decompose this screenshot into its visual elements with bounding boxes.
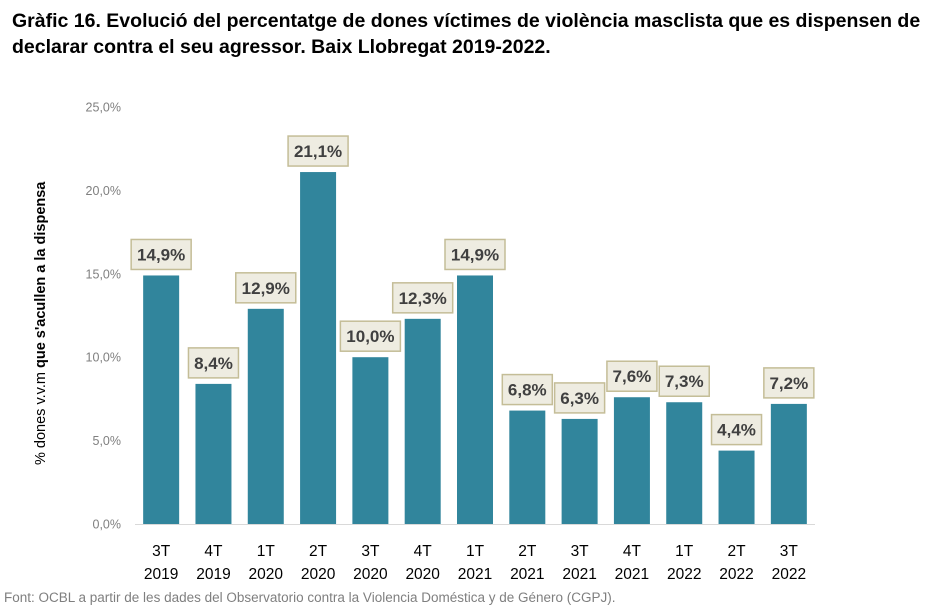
bar	[457, 275, 493, 524]
bar	[666, 402, 703, 524]
y-tick-label: 0,0%	[93, 518, 122, 532]
x-tick-label: 4T	[204, 543, 223, 560]
x-tick-label: 2020	[405, 566, 440, 583]
chart-title-line-1: Gràfic 16. Evolució del percentatge de d…	[12, 10, 921, 32]
y-axis-ticks: 0,0% 5,0% 10,0% 15,0% 20,0% 25,0%	[86, 101, 121, 532]
x-tick-label: 2019	[196, 566, 230, 583]
data-labels: 14,9% 8,4% 12,9% 21,1% 10,0% 12,3% 14,9% 6,8% 6,…	[130, 135, 815, 446]
x-tick-label: 1T	[257, 543, 276, 560]
x-tick-label: 4T	[623, 543, 642, 560]
data-label-box	[287, 135, 349, 167]
data-label: 7,2%	[769, 374, 808, 393]
x-tick-label: 4T	[414, 543, 433, 560]
data-label: 21,1%	[294, 142, 342, 161]
y-tick-label: 15,0%	[86, 267, 121, 281]
x-tick-label: 2021	[458, 566, 492, 583]
x-tick-label: 2021	[562, 566, 596, 583]
x-tick-label: 2T	[518, 543, 537, 560]
data-label: 12,9%	[242, 279, 290, 298]
data-label-box	[710, 413, 763, 446]
data-label-box	[501, 373, 554, 406]
y-tick-label: 25,0%	[86, 101, 121, 115]
bar	[613, 397, 650, 524]
data-label-box	[763, 367, 815, 399]
x-tick-label: 1T	[675, 543, 694, 560]
x-tick-label: 2020	[353, 566, 388, 583]
x-tick-label: 3T	[571, 543, 590, 560]
data-label-box	[444, 238, 506, 271]
bars	[143, 172, 807, 524]
data-label: 7,3%	[665, 372, 704, 391]
x-tick-label: 3T	[152, 543, 171, 560]
bar	[247, 308, 284, 524]
x-tick-label: 2022	[667, 566, 701, 583]
x-tick-label: 2021	[615, 566, 649, 583]
bar	[770, 403, 807, 524]
chart-title-line-2: declarar contra el seu agressor. Baix Ll…	[12, 36, 551, 58]
x-tick-label: 2020	[249, 566, 284, 583]
x-tick-label: 2019	[144, 566, 178, 583]
data-label: 8,4%	[194, 354, 233, 373]
data-label-box	[187, 347, 240, 379]
bar	[509, 410, 546, 524]
data-label-box	[391, 282, 454, 314]
bar	[718, 450, 755, 524]
x-tick-label: 2022	[772, 566, 806, 583]
y-tick-label: 10,0%	[86, 351, 121, 365]
x-tick-label: 3T	[361, 543, 380, 560]
data-label: 7,6%	[613, 367, 652, 386]
source-note: Font: OCBL a partir de les dades del Obs…	[4, 590, 616, 605]
data-label-box	[658, 365, 710, 397]
data-label-box	[339, 320, 402, 352]
data-label: 6,3%	[560, 389, 599, 408]
bar	[561, 418, 598, 524]
data-label-box	[553, 382, 606, 414]
data-label: 14,9%	[451, 245, 499, 264]
bar	[143, 275, 180, 524]
bar	[352, 357, 389, 524]
x-tick-label: 2021	[510, 566, 544, 583]
y-tick-label: 20,0%	[86, 184, 121, 198]
x-tick-label: 2T	[727, 543, 746, 560]
x-tick-label: 2022	[719, 566, 753, 583]
data-label: 4,4%	[717, 421, 756, 440]
x-axis-ticks: 3T 2019 4T 2019 1T 2020 2T 2020 3T 2020 4T 2020 1T 20…	[144, 543, 806, 583]
data-label-box	[606, 360, 658, 392]
bar	[195, 383, 232, 524]
x-tick-label: 3T	[780, 543, 799, 560]
data-label: 12,3%	[399, 289, 447, 308]
data-label: 10,0%	[346, 327, 394, 346]
chart-title: Gràfic 16. Evolució del percentatge de d…	[12, 8, 942, 60]
y-tick-label: 5,0%	[93, 434, 122, 448]
x-tick-label: 2020	[301, 566, 336, 583]
bar	[404, 318, 441, 524]
x-tick-label: 1T	[466, 543, 485, 560]
data-label: 6,8%	[508, 381, 547, 400]
data-label-box	[235, 272, 297, 304]
data-label: 14,9%	[137, 245, 185, 264]
bar	[300, 172, 337, 524]
x-tick-label: 2T	[309, 543, 328, 560]
data-label-box	[130, 238, 192, 271]
